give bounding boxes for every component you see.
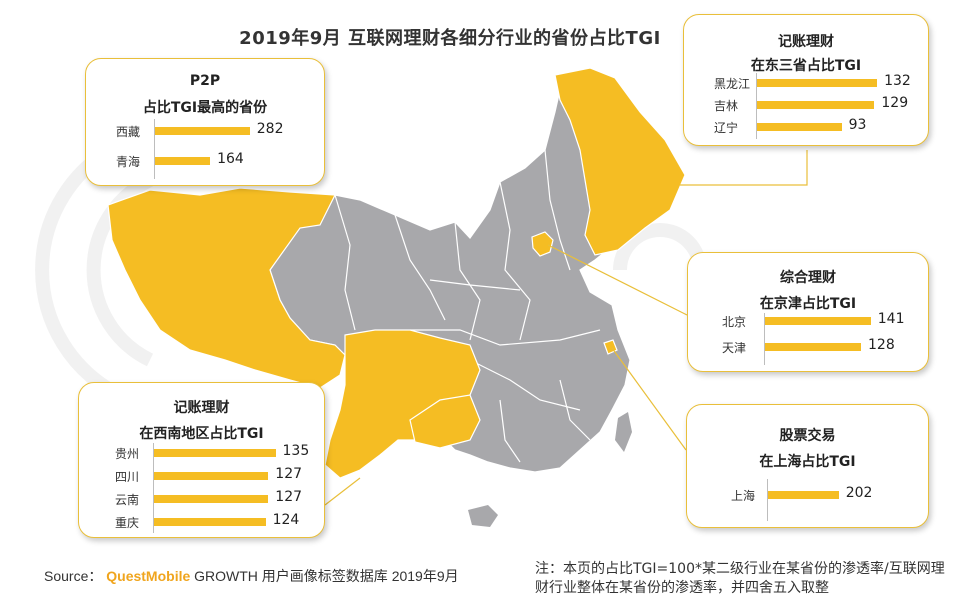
card-title: P2P [189,73,221,89]
bar [757,79,878,87]
bar [768,491,839,499]
footer-source: Source： QuestMobile GROWTH 用户画像标签数据库 201… [44,566,459,586]
value-label: 135 [282,443,310,459]
bar-row: 云南 127 [79,489,324,509]
category-label: 重庆 [115,516,140,530]
bar-row: 天津 128 [688,337,928,357]
value-label: 164 [217,151,244,167]
card-subtitle: 在京津占比TGI [759,296,857,312]
card-subtitle: 在上海占比TGI [759,454,856,470]
card-ledger-northeast: 记账理财 在东三省占比TGI 黑龙江 132 吉林 129 辽宁 93 [683,14,929,146]
map-taiwan [615,412,632,452]
axis-line [153,443,154,533]
bar [154,518,266,526]
card-subtitle: 在东三省占比TGI [750,58,862,74]
bar-row: 重庆 124 [79,512,324,532]
card-ledger-southwest: 记账理财 在西南地区占比TGI 贵州 135 四川 127 云南 127 重庆 124 [78,382,325,538]
connector-lines [324,150,808,506]
footer-note: 注：本页的占比TGI=100*某二级行业在某省份的渗透率/互联网理财行业整体在某… [535,561,945,596]
bar [155,157,211,165]
axis-line [764,313,765,365]
value-label: 141 [877,311,905,327]
category-label: 天津 [722,341,747,355]
card-title: 记账理财 [173,400,230,416]
axis-line [756,73,757,139]
category-label: 上海 [731,489,756,503]
value-label: 124 [272,512,300,528]
chart-title: 2019年9月 互联网理财各细分行业的省份占比TGI [239,28,661,49]
value-label: 132 [884,73,911,89]
bar [155,127,250,135]
province-borders [334,149,601,463]
value-label: 128 [868,337,895,353]
category-label: 西藏 [116,125,141,139]
map-region-tibet-qinghai [107,187,346,389]
value-label: 93 [848,117,867,133]
card-title: 股票交易 [779,428,836,444]
category-label: 辽宁 [714,121,739,135]
bar-row: 西藏 282 [86,121,324,141]
bar [154,449,276,457]
bar [765,343,861,351]
category-label: 黑龙江 [714,77,751,91]
value-label: 129 [881,95,909,111]
card-p2p: P2P 占比TGI最高的省份 西藏 282 青海 164 [85,58,325,186]
category-label: 云南 [115,493,140,507]
bar-row: 辽宁 93 [684,117,928,137]
bar [757,101,875,109]
map-region-guizhou [409,394,481,449]
bar-row: 上海 202 [687,485,928,505]
category-label: 青海 [116,155,141,169]
axis-line [767,479,768,521]
category-label: 吉林 [714,99,739,113]
bar [765,317,871,325]
bar [757,123,842,131]
value-label: 202 [845,485,873,501]
axis-line [154,119,155,179]
map-region-northeast [554,67,686,256]
bar [154,472,269,480]
card-title: 综合理财 [780,270,836,286]
bar-row: 四川 127 [79,466,324,486]
card-subtitle: 在西南地区占比TGI [139,426,264,442]
category-label: 四川 [115,470,140,484]
source-label: Source： [44,568,103,584]
card-comprehensive-beijing-tianjin: 综合理财 在京津占比TGI 北京 141 天津 128 [687,252,929,372]
card-stock-shanghai: 股票交易 在上海占比TGI 上海 202 [686,404,929,528]
bar-row: 青海 164 [86,151,324,171]
map-hainan [468,505,498,527]
card-title: 记账理财 [778,34,834,50]
bar-row: 黑龙江 132 [684,73,928,93]
bar-row: 贵州 135 [79,443,324,463]
category-label: 北京 [722,315,747,329]
bar-row: 吉林 129 [684,95,928,115]
card-subtitle: 占比TGI最高的省份 [142,100,268,116]
value-label: 127 [275,466,303,482]
brand-logo: QuestMobile [106,568,191,584]
bar [154,495,269,503]
value-label: 127 [275,489,303,505]
map-region-beijing-tianjin [531,231,554,257]
bar-row: 北京 141 [688,311,928,331]
value-label: 282 [256,121,284,137]
category-label: 贵州 [115,447,140,461]
source-text: GROWTH 用户画像标签数据库 2019年9月 [194,568,459,584]
